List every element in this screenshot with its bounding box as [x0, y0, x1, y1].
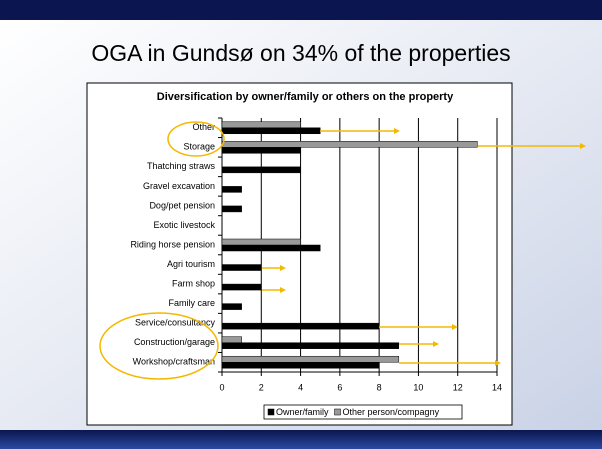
- y-tick-label: Exotic livestock: [153, 220, 215, 230]
- y-tick-label: Agri tourism: [167, 259, 215, 269]
- arrow-head: [495, 360, 501, 366]
- highlight-ellipse: [167, 121, 225, 157]
- bar: [221, 238, 301, 246]
- arrow-head: [580, 143, 586, 149]
- y-tick-label: Workshop/craftsman: [133, 357, 215, 367]
- y-tick-label: Thatching straws: [147, 161, 216, 171]
- arrow-head: [394, 128, 400, 134]
- x-tick-label: 8: [377, 382, 382, 392]
- bar: [221, 322, 380, 330]
- x-tick-label: 4: [298, 382, 303, 392]
- y-tick-label: Farm shop: [172, 278, 215, 288]
- chart-title: Diversification by owner/family or other…: [157, 91, 454, 103]
- bar: [221, 361, 380, 369]
- bar: [221, 336, 242, 343]
- arrow-head: [280, 265, 286, 271]
- y-tick-label: Construction/garage: [134, 337, 215, 347]
- y-tick-label: Service/consultancy: [135, 318, 216, 328]
- bar: [221, 283, 262, 291]
- x-tick-label: 6: [337, 382, 342, 392]
- slide-title: OGA in Gundsø on 34% of the properties: [91, 40, 510, 66]
- bar: [221, 342, 400, 349]
- legend-label: Owner/family: [276, 407, 329, 417]
- y-tick-label: Riding horse pension: [130, 239, 215, 249]
- legend-label: Other person/compagny: [343, 407, 440, 417]
- y-tick-label: Gravel excavation: [143, 181, 215, 191]
- bar: [221, 121, 301, 129]
- x-tick-label: 2: [259, 382, 264, 392]
- bar: [221, 355, 400, 363]
- bar: [221, 205, 242, 213]
- arrow-head: [452, 324, 458, 330]
- bar: [221, 303, 242, 310]
- x-tick-label: 12: [453, 382, 463, 392]
- y-tick-label: Family care: [168, 298, 215, 308]
- annotations: [99, 121, 582, 380]
- chart-area: [86, 82, 513, 426]
- arrow-heads: [280, 128, 586, 366]
- plot: 0 2 4 6 8 10 12 14 Other Storage Thatching straws G…: [130, 117, 502, 420]
- arrow-head: [433, 341, 439, 347]
- legend: Owner/family Other person/compagny: [263, 404, 463, 420]
- y-tick-label: Storage: [183, 142, 215, 152]
- y-tick-label: Other: [192, 122, 215, 132]
- bar: [221, 147, 301, 154]
- bar: [221, 244, 321, 252]
- y-tick-label: Dog/pet pension: [149, 200, 215, 210]
- bar: [221, 141, 478, 148]
- x-tick-label: 10: [413, 382, 423, 392]
- legend-box: [263, 404, 463, 420]
- bar: [221, 127, 321, 135]
- legend-swatch: [334, 408, 341, 416]
- bar: [221, 186, 242, 193]
- arrow-head: [280, 287, 286, 293]
- x-tick-label: 0: [219, 382, 224, 392]
- legend-swatch: [267, 408, 275, 416]
- slide-footer-band: [0, 430, 602, 449]
- highlight-ellipse: [99, 312, 219, 380]
- bar: [221, 264, 262, 271]
- x-tick-label: 14: [492, 382, 502, 392]
- bar: [221, 166, 301, 174]
